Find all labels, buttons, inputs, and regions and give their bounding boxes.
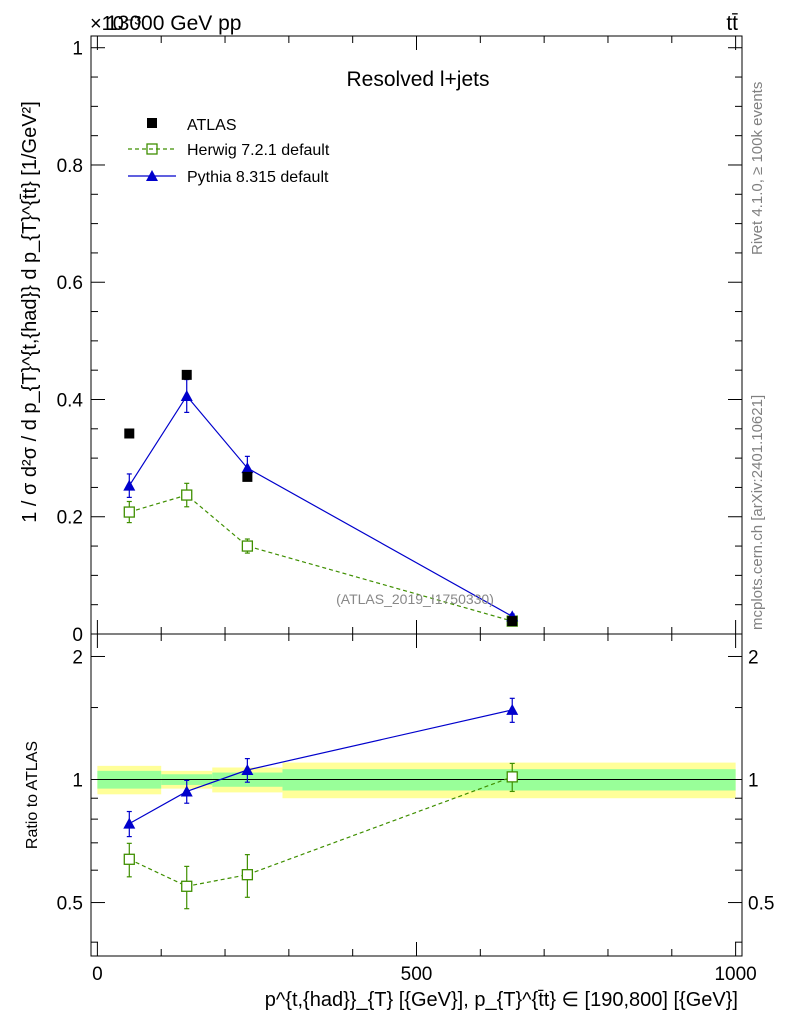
main-ytick-label: 0.8 <box>57 156 83 177</box>
legend-pythia-label: Pythia 8.315 default <box>187 169 329 186</box>
main-pythia-line <box>128 394 513 617</box>
ratio-ytick-label-left: 0.5 <box>57 894 83 915</box>
ratio-panel: 0.5 0.5 1 1 2 2 0 500 1000 Ratio to ATLAS p^{t,{… <box>24 633 774 1011</box>
process-label: tt̄ <box>726 12 738 35</box>
ratio-pythia-point <box>506 703 519 715</box>
legend-herwig-marker <box>146 143 158 155</box>
ratio-ytick-label-right: 2 <box>748 647 759 668</box>
legend-pythia-marker <box>146 170 158 181</box>
ratio-herwig-point <box>506 771 518 783</box>
main-ytick-label: 0 <box>72 625 83 646</box>
main-panel: 0 0.2 0.4 0.6 0.8 1 Resolved l+jets (ATLAS_20… <box>19 35 743 646</box>
legend-herwig-label: Herwig 7.2.1 default <box>187 142 330 159</box>
legend: ATLAS Herwig 7.2.1 default Pythia 8.315 … <box>128 117 330 186</box>
main-ytick-label: 1 <box>72 39 83 60</box>
ratio-pythia-point <box>123 817 136 829</box>
main-herwig-point <box>181 489 193 501</box>
ratio-xtick-label: 500 <box>401 964 433 985</box>
ratio-herwig-line <box>129 776 513 887</box>
main-atlas-point <box>181 369 192 380</box>
main-herwig-line <box>129 494 513 622</box>
ratio-xlabel: p^{t,{had}}_{T} [{GeV}], p_{T}^{t̄t} ∈ [… <box>265 989 738 1011</box>
ratio-ytick-label-right: 0.5 <box>748 894 774 915</box>
ratio-herwig-point <box>123 853 135 865</box>
legend-atlas-marker <box>147 118 157 128</box>
watermark: (ATLAS_2019_I1750330) <box>336 591 494 607</box>
exponent-label: ×10⁻³ <box>90 13 141 35</box>
rivet-label: Rivet 4.1.0, ≥ 100k events <box>749 82 766 255</box>
energy-label: 13000 GeV pp <box>106 12 241 35</box>
ratio-herwig-point <box>181 880 193 892</box>
main-title: Resolved l+jets <box>347 68 490 91</box>
main-pythia-point <box>123 479 136 491</box>
main-ytick-label: 0.2 <box>57 508 83 529</box>
ratio-pythia-line <box>129 709 513 825</box>
ratio-ylabel: Ratio to ATLAS <box>24 741 41 849</box>
main-ytick-label: 0.6 <box>57 273 83 294</box>
ratio-ytick-label-left: 1 <box>72 771 83 792</box>
main-atlas-point <box>507 616 518 627</box>
ratio-pythia-point <box>241 764 254 776</box>
main-pythia-point <box>180 389 193 401</box>
main-atlas-point <box>242 471 253 482</box>
main-atlas-point <box>124 428 135 439</box>
main-ytick-label: 0.4 <box>57 390 84 411</box>
main-pythia-point <box>241 462 254 474</box>
ratio-herwig-point <box>241 869 254 881</box>
mcplots-label: mcplots.cern.ch [arXiv:2401.10621] <box>749 395 766 630</box>
main-herwig-point <box>241 540 254 552</box>
ratio-xtick-label: 0 <box>92 964 103 985</box>
legend-atlas-label: ATLAS <box>187 117 237 134</box>
main-ylabel: 1 / σ d²σ / d p_{T}^{t,{had}} d p_{T}^{t… <box>19 101 41 523</box>
ratio-pythia-point <box>180 785 193 797</box>
ratio-ytick-label-right: 1 <box>748 771 759 792</box>
main-herwig-point <box>123 506 135 518</box>
ratio-ytick-label-left: 2 <box>72 647 83 668</box>
ratio-xtick-label: 1000 <box>714 964 756 985</box>
